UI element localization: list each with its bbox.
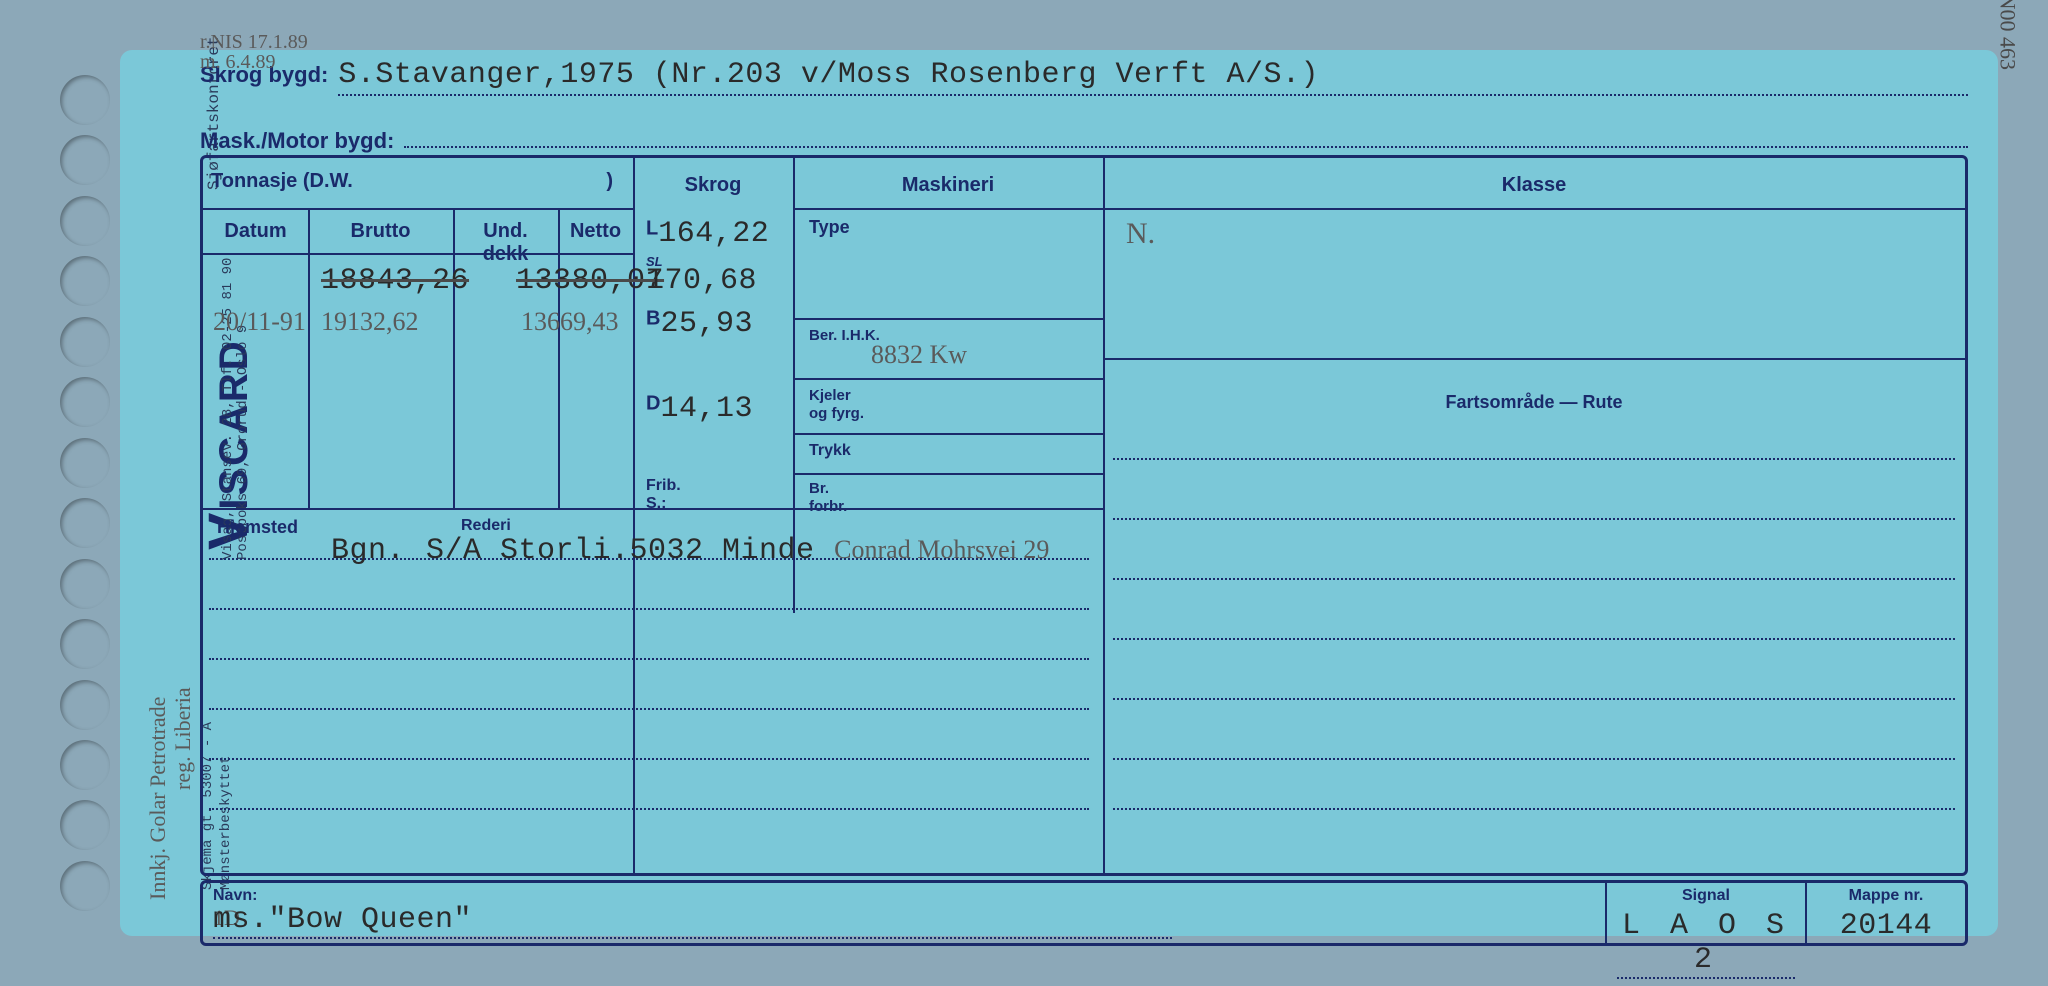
vline-3: [1103, 158, 1105, 873]
rederi-typed: S/A Storli.5032 Minde: [426, 534, 815, 568]
skrog-bygd-row: Skrog bygd: S.Stavanger,1975 (Nr.203 v/M…: [200, 58, 1968, 108]
hole: [60, 317, 110, 367]
r2-netto: 13669,43: [513, 303, 627, 341]
kjeler-label: Kjeler og fyrg.: [809, 387, 864, 422]
fartsomrade-label: Fartsområde — Rute: [1445, 392, 1622, 412]
trykk-label: Trykk: [809, 442, 851, 459]
col-brutto: Brutto: [351, 220, 411, 242]
top-handwritten-notes: r.NIS 17.1.89 m. 6.4.89: [200, 32, 308, 72]
hole: [60, 680, 110, 730]
mappe-seg: Mappe nr. 20144: [1805, 883, 1965, 943]
hline-th1: [203, 208, 633, 210]
navn-seg: Navn: 1D ms."Bow Queen": [203, 883, 1605, 943]
dot6: [209, 808, 1089, 810]
dot2: [209, 608, 1089, 610]
hole: [60, 861, 110, 911]
skrog-L-val: 164,22: [658, 217, 769, 251]
hline-th2: [793, 208, 1965, 210]
dot4: [209, 708, 1089, 710]
hline-klasse: [1103, 358, 1965, 360]
hole: [60, 75, 110, 125]
skrog-bygd-value: S.Stavanger,1975 (Nr.203 v/Moss Rosenber…: [338, 58, 1968, 96]
hole: [60, 619, 110, 669]
maskineri-header: Maskineri: [902, 174, 994, 196]
skrog-B: B25,93: [638, 303, 761, 345]
r2-datum: 20/11-91: [205, 303, 314, 341]
side-cursive-1: Innkj. Golar Petrotrade: [145, 697, 171, 900]
punch-holes: [60, 75, 120, 911]
skrog-D: D14,13: [638, 388, 761, 430]
col-unddekk: Und. dekk: [483, 220, 529, 265]
dotk3: [1113, 578, 1955, 580]
dotk7: [1113, 808, 1955, 810]
hline-m4: [793, 473, 1103, 475]
dot5: [209, 758, 1089, 760]
hole: [60, 498, 110, 548]
dot1: [209, 558, 1089, 560]
mappe-label: Mappe nr.: [1817, 887, 1955, 905]
tonnasje-header: Tonnasje (D.W. ): [203, 166, 633, 197]
dotk4: [1113, 638, 1955, 640]
type-label: Type: [809, 217, 850, 237]
skrog-L: L164,22: [638, 213, 777, 255]
berihk-value: 8832 Kw: [863, 336, 975, 374]
hole: [60, 740, 110, 790]
skrog-header: Skrog: [685, 174, 742, 196]
hole: [60, 135, 110, 185]
klasse-header: Klasse: [1502, 174, 1567, 196]
form-body: r.NIS 17.1.89 m. 6.4.89 Skrog bygd: S.St…: [200, 40, 1968, 946]
signal-value: L A O S 2: [1617, 909, 1795, 979]
navn-value: ms."Bow Queen": [213, 903, 1172, 939]
dotk2: [1113, 518, 1955, 520]
rederi-value-row: S/A Storli.5032 Minde Conrad Mohrsvei 29: [418, 530, 1057, 572]
dot3: [209, 658, 1089, 660]
main-grid: Tonnasje (D.W. ) Skrog Maskineri Klasse …: [200, 155, 1968, 876]
right-edge-note: N00 463: [1994, 0, 2020, 70]
dotk5: [1113, 698, 1955, 700]
hline-th3: [203, 253, 633, 255]
tonnasje-label: Tonnasje (D.W.: [211, 170, 353, 192]
hole: [60, 256, 110, 306]
hline-m3: [793, 433, 1103, 435]
signal-seg: Signal L A O S 2: [1605, 883, 1805, 943]
skrog-B-val: 25,93: [660, 307, 753, 341]
dotk6: [1113, 758, 1955, 760]
hjemsted-value: Bgn.: [323, 530, 413, 572]
hole: [60, 438, 110, 488]
mask-motor-label: Mask./Motor bygd:: [200, 128, 394, 154]
skrog-D-val: 14,13: [660, 392, 753, 426]
mask-motor-value: [404, 129, 1968, 148]
frib-label: Frib. S.:: [646, 477, 681, 512]
col-netto: Netto: [570, 220, 621, 242]
klasse-value: N.: [1118, 213, 1163, 255]
signal-label: Signal: [1617, 887, 1795, 905]
tonnasje-close: ): [606, 170, 613, 193]
brforbr-label: Br. forbr.: [809, 480, 847, 515]
index-card: Sjøfartskontoret VISCARD Visag, Stansev.…: [20, 20, 2028, 966]
navn-row: Navn: 1D ms."Bow Queen" Signal L A O S 2…: [200, 880, 1968, 946]
r2-brutto: 19132,62: [313, 303, 427, 341]
r1-brutto: 18843,26: [313, 260, 477, 302]
col-datum: Datum: [224, 220, 286, 242]
skrog-SL: 170,68: [638, 260, 765, 302]
top-note-1: r.NIS 17.1.89: [200, 32, 308, 52]
hline-m1: [793, 318, 1103, 320]
mappe-value: 20144: [1817, 909, 1955, 945]
hole: [60, 196, 110, 246]
hole: [60, 377, 110, 427]
hjemsted-label: Hjemsted: [217, 517, 298, 537]
hole: [60, 559, 110, 609]
top-note-2: m. 6.4.89: [200, 52, 308, 72]
hline-m2: [793, 378, 1103, 380]
side-cursive-2: reg. Liberia: [170, 687, 196, 790]
dotk1: [1113, 458, 1955, 460]
hole: [60, 800, 110, 850]
